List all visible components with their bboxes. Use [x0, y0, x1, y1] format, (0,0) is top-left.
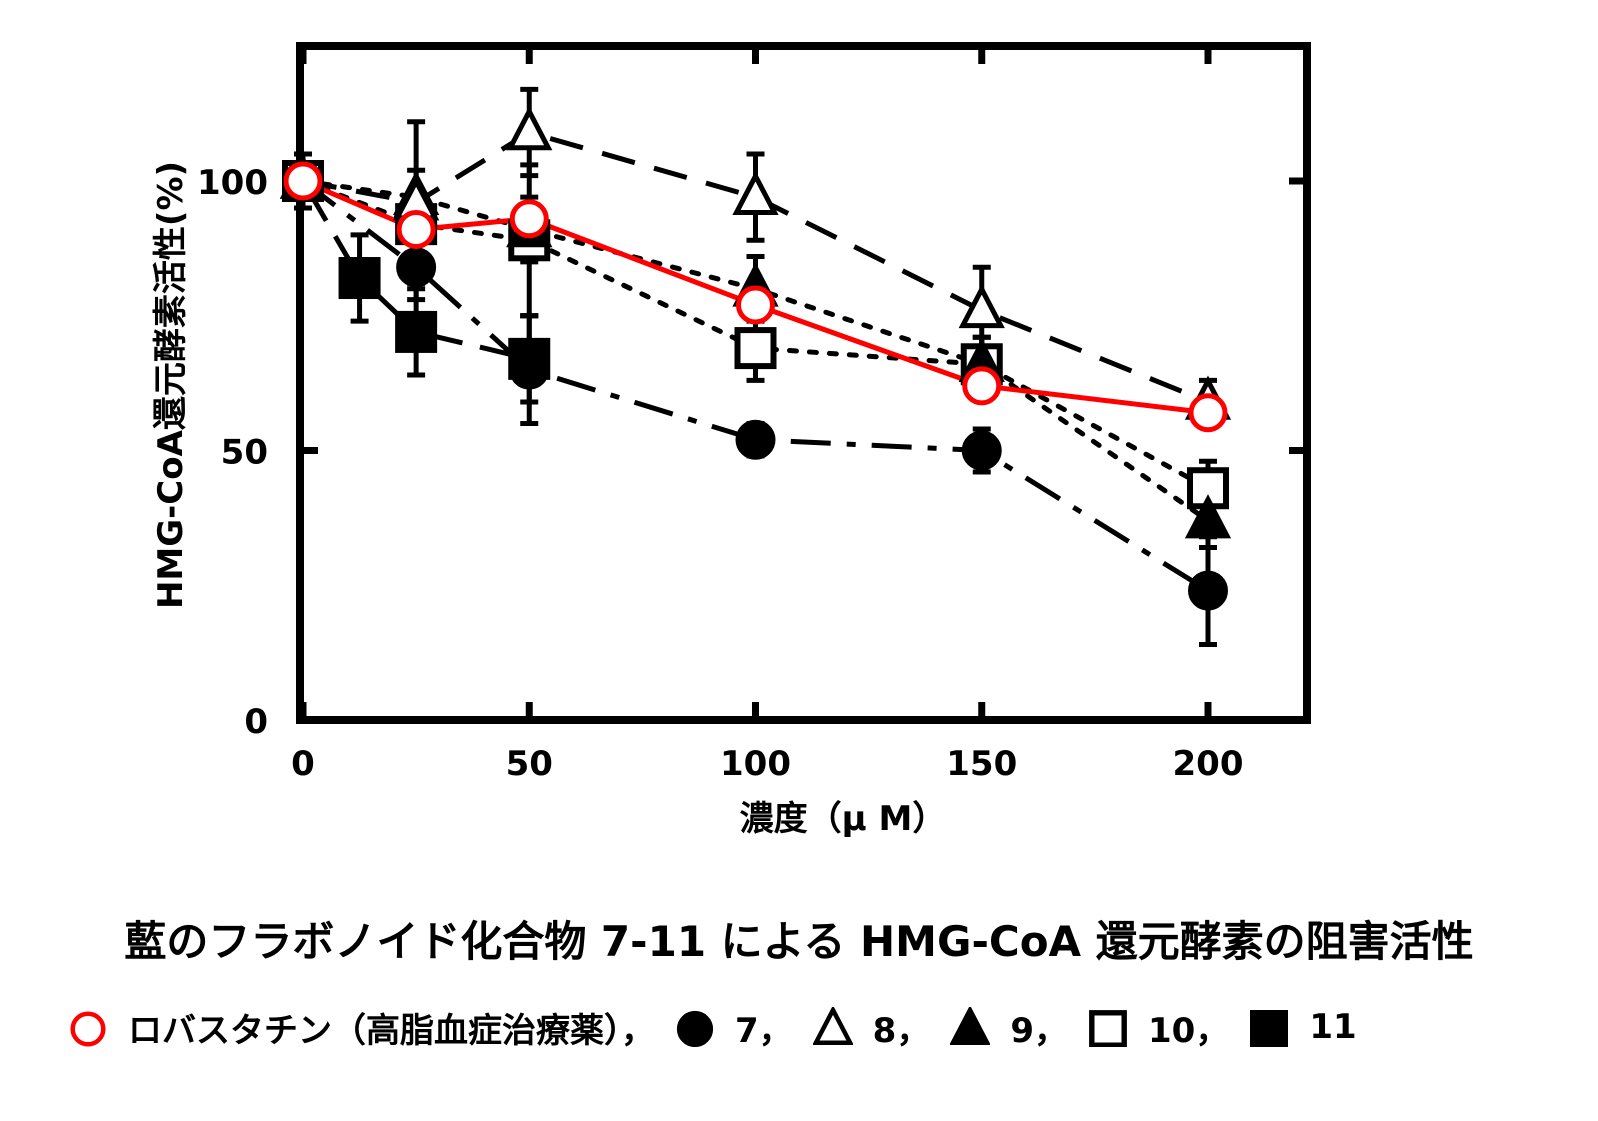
data-point-11	[338, 257, 381, 300]
filled-square-icon	[1250, 1010, 1289, 1047]
legend-item: 9，	[950, 1003, 1088, 1052]
open-square-marker	[1089, 1010, 1127, 1047]
tick-labels: 0 50 100 150 200 0 50 100	[197, 163, 1243, 784]
legend: ロバスタチン（高脂血症治療薬）， 7， 8， 9， 10， 11	[68, 1000, 1377, 1054]
data-point-7	[396, 247, 437, 288]
filled-triangle-marker	[950, 1007, 991, 1046]
series-line-9	[300, 178, 1211, 524]
figure-caption: 藍のフラボノイド化合物 7-11 による HMG-CoA 還元酵素の阻害活性	[124, 917, 1474, 966]
legend-label: ロバスタチン（高脂血症治療薬），	[128, 1010, 655, 1051]
x-axis-label: 濃度（μ M）	[740, 799, 947, 839]
data-point-7	[1188, 570, 1228, 611]
legend-item: 8，	[812, 1003, 951, 1052]
legend-label: 9，	[1010, 1010, 1069, 1051]
data-point-ロバスタチン（高脂血症治療薬）	[509, 199, 549, 239]
data-point-ロバスタチン（高脂血症治療薬）	[736, 285, 775, 325]
legend-item: 10，	[1088, 1003, 1249, 1052]
data-point-ロバスタチン（高脂血症治療薬）	[962, 366, 1002, 406]
data-point-8	[506, 106, 553, 151]
x-tick-label: 100	[720, 744, 791, 784]
open-circle-marker	[70, 1011, 106, 1047]
legend-item: 7，	[675, 1003, 813, 1052]
series-markers	[279, 106, 1232, 611]
legend-item: 11	[1249, 1007, 1376, 1047]
x-tick-label: 50	[506, 744, 553, 784]
y-tick-label: 50	[221, 433, 268, 473]
y-tick-label: 0	[244, 702, 268, 742]
legend-label: 7，	[735, 1010, 793, 1051]
data-point-7	[735, 419, 776, 460]
series-line-11	[300, 179, 530, 362]
data-point-ロバスタチン（高脂血症治療薬）	[396, 210, 436, 250]
data-point-11	[395, 310, 438, 353]
data-point-7	[961, 430, 1002, 471]
legend-label: 8，	[872, 1010, 931, 1051]
filled-square-marker	[1250, 1010, 1289, 1047]
data-point-ロバスタチン（高脂血症治療薬）	[283, 161, 323, 201]
data-point-7	[509, 349, 550, 390]
legend-label: 10，	[1148, 1010, 1230, 1051]
filled-triangle-icon	[950, 1007, 991, 1046]
x-tick-label: 200	[1173, 744, 1244, 784]
data-point-9	[1184, 494, 1232, 539]
legend-item: ロバスタチン（高脂血症治療薬），	[68, 1003, 675, 1052]
open-triangle-icon	[812, 1007, 853, 1046]
data-point-10	[734, 327, 777, 370]
plot-border	[296, 42, 1311, 724]
open-circle-icon	[70, 1011, 106, 1047]
plot-frame	[296, 42, 1311, 724]
x-tick-label: 150	[946, 744, 1017, 784]
filled-circle-marker	[676, 1010, 714, 1047]
y-tick-label: 100	[197, 163, 268, 203]
open-triangle-marker	[812, 1007, 853, 1046]
series-line-8	[302, 129, 1209, 405]
legend-label: 11	[1309, 1007, 1357, 1047]
filled-circle-icon	[676, 1010, 714, 1047]
open-square-icon	[1089, 1010, 1127, 1047]
x-tick-label: 0	[291, 744, 315, 784]
data-point-8	[732, 170, 779, 215]
data-point-8	[958, 283, 1005, 329]
y-axis-label: HMG-CoA還元酵素活性(%)	[151, 161, 191, 609]
data-point-ロバスタチン（高脂血症治療薬）	[1188, 393, 1228, 433]
chart: 0 50 100 150 200 0 50 100 濃度（μ M） HMG-CoA還元酵素活性…	[151, 42, 1311, 839]
series-line-7	[301, 179, 1210, 593]
